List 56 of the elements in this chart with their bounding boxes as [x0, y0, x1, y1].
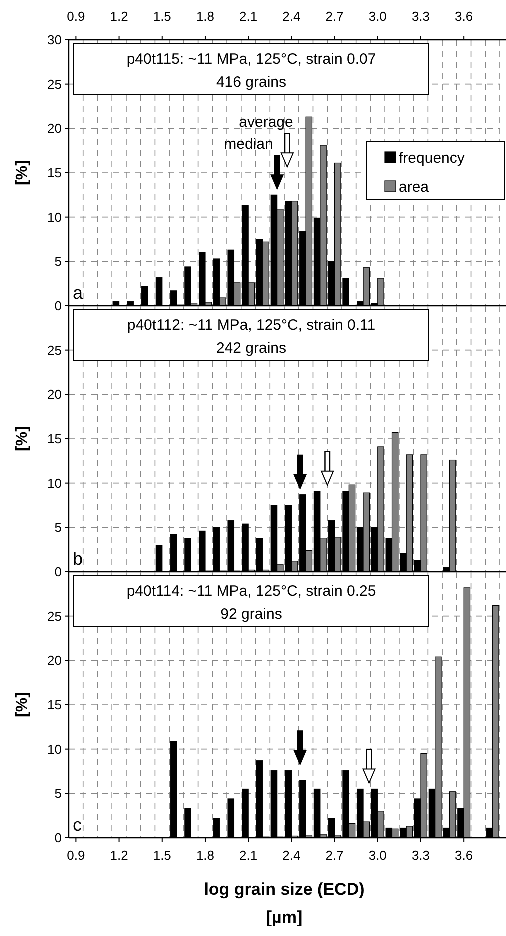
y-tick-label: 10 — [48, 742, 62, 757]
y-tick-label: 5 — [54, 254, 62, 270]
x2-tick-label: 2.7 — [326, 9, 344, 24]
x-axis-title: log grain size (ECD) [µm] — [204, 880, 365, 927]
x-tick-label: 3.3 — [412, 848, 430, 863]
y-tick-label: 0 — [54, 830, 62, 846]
y-axis-title: [%] — [14, 692, 31, 718]
y-tick-label: 15 — [48, 698, 62, 713]
y-tick-label: 15 — [48, 432, 62, 447]
y-tick-label: 5 — [54, 786, 62, 802]
y-tick-label: 10 — [48, 476, 62, 491]
y-tick-label: 25 — [48, 76, 62, 92]
x2-tick-label: 2.4 — [282, 9, 301, 24]
text: p40t115: ~11 MPa, 125°C, strain 0.07 — [126, 51, 376, 68]
y-tick-label: 30 — [48, 32, 62, 48]
text: 242 grains — [216, 340, 287, 357]
text: p40t114: ~11 MPa, 125°C, strain 0.25 — [126, 583, 376, 600]
x-tick-label: 0.9 — [67, 848, 86, 863]
annotation: b — [73, 549, 84, 569]
y-tick-label: 25 — [48, 608, 62, 624]
x-tick-label: 2.4 — [282, 848, 301, 863]
x2-tick-label: 3.3 — [412, 9, 430, 24]
x-tick-label: 3.6 — [455, 848, 474, 863]
y-tick-label: 20 — [48, 387, 62, 402]
x2-tick-label: 3.0 — [368, 9, 387, 24]
y-tick-label: 20 — [48, 121, 62, 136]
x2-tick-label: 0.9 — [67, 9, 86, 24]
x-tick-label: 2.7 — [326, 848, 344, 863]
x-tick-label: 1.5 — [153, 848, 172, 863]
ref-line-label: average — [239, 114, 294, 132]
x2-tick-label: 1.8 — [196, 9, 215, 24]
text: 416 grains — [216, 74, 287, 91]
legend-label: area — [399, 179, 430, 196]
x-tick-label: 2.1 — [240, 848, 258, 863]
x2-tick-label: 1.2 — [110, 9, 128, 24]
y-tick-label: 0 — [54, 298, 62, 314]
x-tick-label: 1.8 — [196, 848, 215, 863]
x2-tick-label: 1.5 — [153, 9, 172, 24]
y-axis-title: [%] — [14, 426, 31, 452]
annotation: a — [73, 283, 84, 303]
text: p40t112: ~11 MPa, 125°C, strain 0.11 — [127, 317, 376, 334]
y-tick-label: 25 — [48, 342, 62, 358]
y-tick-label: 0 — [54, 564, 62, 580]
y-tick-label: 20 — [48, 653, 62, 668]
y-tick-label: 5 — [54, 520, 62, 536]
y-tick-label: 15 — [48, 166, 62, 181]
annotation: c — [73, 815, 82, 835]
legend-label: frequency — [399, 150, 466, 167]
x-tick-label: 1.2 — [110, 848, 128, 863]
x2-tick-label: 2.1 — [240, 9, 258, 24]
text: 92 grains — [220, 606, 282, 623]
x-tick-label: 3.0 — [368, 848, 387, 863]
y-axis-title: [%] — [14, 160, 31, 186]
ref-line-label: median — [224, 136, 274, 154]
y-tick-label: 10 — [48, 210, 62, 225]
x2-tick-label: 3.6 — [455, 9, 474, 24]
